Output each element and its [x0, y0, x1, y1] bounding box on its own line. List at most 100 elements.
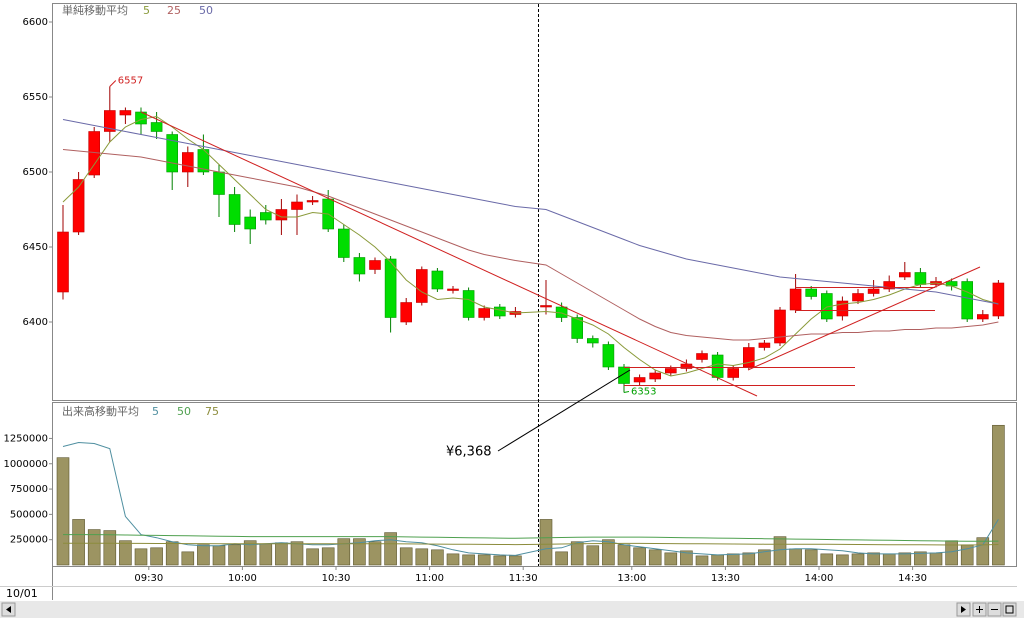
low-label: 6353 [631, 387, 656, 398]
volume-bar [150, 547, 163, 566]
moving-average-line [63, 542, 999, 546]
candle-body [602, 344, 615, 368]
candle-body [727, 368, 740, 378]
price-panel [52, 3, 1017, 401]
price-annotation: ¥6,368 [446, 445, 492, 460]
candle-body [836, 300, 849, 317]
volume-bar [882, 553, 896, 566]
volume-bar [181, 551, 195, 566]
volume-bar [384, 532, 397, 566]
legend-entry: 75 [205, 405, 219, 418]
moving-average-line [62, 441, 999, 556]
volume-bar [555, 551, 568, 566]
volume-bar [477, 554, 491, 566]
y-tick-label: 500000 [10, 509, 48, 520]
candle-body [57, 231, 69, 293]
annotation-leader [497, 369, 631, 452]
volume-bar [446, 553, 460, 566]
candle-body [478, 308, 491, 318]
candle-body [711, 354, 724, 378]
candle-body [774, 309, 786, 344]
volume-bar [290, 541, 304, 566]
legend-entry: 50 [199, 4, 213, 17]
legend-entry: 5 [143, 4, 150, 17]
volume-bar [493, 555, 507, 566]
volume-bar [56, 457, 70, 566]
candle-body [586, 338, 599, 344]
y-tick-label: 250000 [10, 535, 48, 546]
candle-body [633, 377, 646, 383]
trend-lines [140, 111, 981, 397]
candle-body [914, 272, 927, 285]
candle-body [306, 200, 319, 203]
candle-body [618, 366, 630, 384]
x-tick-label: 13:30 [711, 573, 740, 584]
candle-body [415, 269, 428, 303]
moving-average-line [62, 119, 999, 305]
candle-body [805, 288, 818, 297]
volume-bar [243, 540, 257, 566]
volume-bar [695, 555, 709, 566]
volume-bar [945, 540, 958, 566]
label-leader [109, 80, 117, 87]
candle-body [852, 293, 864, 302]
volume-bar [851, 553, 865, 566]
x-tick-label: 10:30 [322, 573, 351, 584]
volume-bar [415, 548, 429, 566]
candle-body [742, 347, 755, 368]
volume-bar [462, 554, 475, 566]
volume-bar [758, 549, 771, 566]
x-tick-label: 09:30 [134, 573, 163, 584]
volume-bar [867, 552, 880, 566]
candle-body [104, 110, 116, 132]
volume-bar [431, 549, 444, 566]
candle-body [213, 171, 225, 195]
candle-body [431, 270, 444, 290]
candle-body [883, 281, 896, 290]
volume-bar [275, 542, 288, 566]
volume-bar [726, 553, 740, 566]
moving-average-line [62, 115, 999, 377]
volume-bar [399, 547, 413, 566]
candle-body [166, 134, 178, 173]
candle-body [244, 216, 256, 230]
candle-body [291, 201, 303, 210]
candle-body [649, 372, 662, 380]
volume-bar [648, 549, 662, 566]
date-label: 10/01 [6, 587, 38, 600]
volume-bar [321, 547, 335, 566]
legend-entry: 50 [177, 405, 191, 418]
y-tick-label: 750000 [10, 484, 48, 495]
high-label: 6557 [118, 76, 143, 87]
volume-bar [570, 541, 584, 566]
candle-body [571, 317, 584, 339]
volume-bar [197, 544, 210, 566]
candle-body [664, 368, 677, 374]
candle-body [353, 257, 366, 275]
candle-body [462, 290, 475, 318]
y-tick-label: 6400 [23, 317, 48, 328]
scrollbar[interactable] [0, 601, 1024, 618]
candle-body [150, 122, 163, 132]
x-tick-label: 11:30 [509, 573, 538, 584]
volume-bar [617, 544, 631, 566]
x-tick-label: 11:00 [415, 573, 444, 584]
arrow-icon [961, 606, 966, 613]
volume-bar [711, 554, 724, 566]
volume-bar [72, 519, 85, 566]
candle-body [72, 179, 85, 233]
volume-bar [586, 545, 600, 566]
icon [1005, 605, 1014, 614]
volume-bar [259, 543, 273, 566]
candle-body [696, 353, 708, 360]
candle-body [337, 228, 350, 258]
moving-average-line [62, 149, 999, 341]
candle-body [400, 302, 413, 323]
volume-bar [664, 552, 678, 566]
legend-title: 出来高移動平均 [62, 404, 139, 418]
volume-bar [87, 529, 101, 566]
zoom-reset[interactable] [1002, 602, 1017, 617]
x-tick-label: 10:00 [228, 573, 257, 584]
